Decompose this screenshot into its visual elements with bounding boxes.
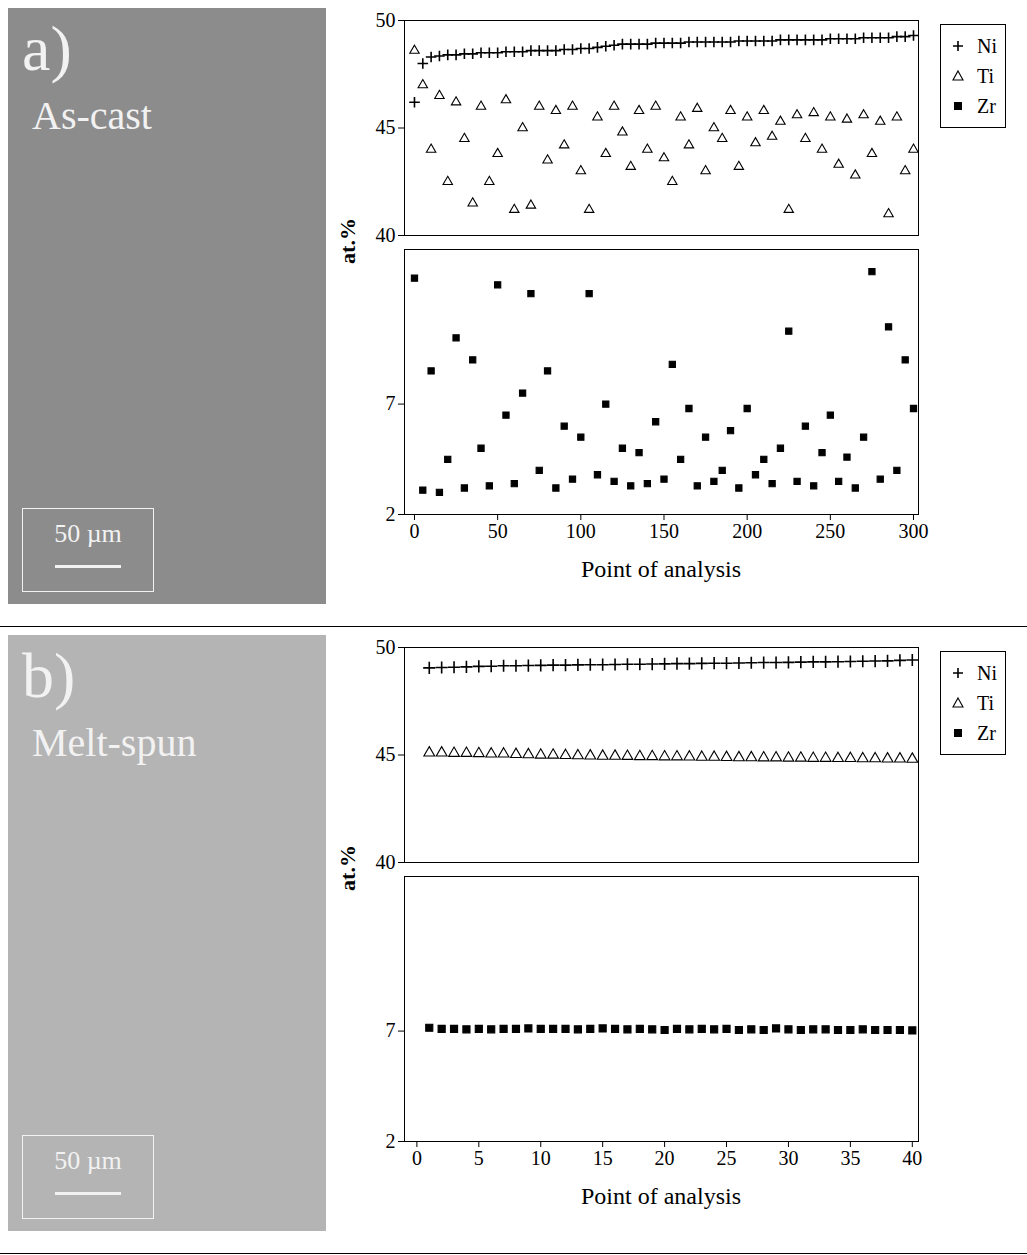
html-text:at.%: at.% <box>335 218 360 264</box>
html-text:a): a) <box>22 13 72 84</box>
svg-text:250: 250 <box>815 520 845 542</box>
svg-text:50: 50 <box>376 636 396 658</box>
html-text:Point of analysis: Point of analysis <box>581 1183 741 1209</box>
svg-text:2: 2 <box>386 503 396 525</box>
svg-text:45: 45 <box>376 743 396 765</box>
svg-text:50: 50 <box>488 520 508 542</box>
html-text:Melt-spun: Melt-spun <box>32 720 197 765</box>
svg-text:2: 2 <box>386 1130 396 1152</box>
html-text:b): b) <box>22 640 76 711</box>
html-text:Zr: Zr <box>977 94 996 117</box>
svg-text:20: 20 <box>655 1147 675 1169</box>
svg-text:40: 40 <box>376 224 396 246</box>
html-text:Ti: Ti <box>977 691 995 714</box>
svg-text:30: 30 <box>778 1147 798 1169</box>
svg-text:10: 10 <box>531 1147 551 1169</box>
svg-text:100: 100 <box>566 520 596 542</box>
html-text:Ni: Ni <box>977 661 997 684</box>
html-text:As-cast: As-cast <box>32 93 152 138</box>
svg-text:35: 35 <box>840 1147 860 1169</box>
html-text:Point of analysis: Point of analysis <box>581 556 741 582</box>
svg-text:50: 50 <box>376 9 396 31</box>
html-text:50 µm: 50 µm <box>54 519 122 548</box>
svg-text:200: 200 <box>732 520 762 542</box>
svg-text:25: 25 <box>717 1147 737 1169</box>
svg-text:7: 7 <box>386 392 396 414</box>
svg-text:15: 15 <box>593 1147 613 1169</box>
svg-text:7: 7 <box>386 1019 396 1041</box>
html-text:Ti: Ti <box>977 64 995 87</box>
html-text:Zr: Zr <box>977 721 996 744</box>
svg-text:150: 150 <box>649 520 679 542</box>
html-text:at.%: at.% <box>335 845 360 891</box>
svg-text:300: 300 <box>899 520 929 542</box>
svg-text:40: 40 <box>376 851 396 873</box>
html-text:50 µm: 50 µm <box>54 1146 122 1175</box>
svg-text:45: 45 <box>376 116 396 138</box>
html-text:Ni: Ni <box>977 34 997 57</box>
svg-text:40: 40 <box>902 1147 922 1169</box>
svg-text:0: 0 <box>412 1147 422 1169</box>
svg-text:0: 0 <box>409 520 419 542</box>
svg-text:5: 5 <box>474 1147 484 1169</box>
